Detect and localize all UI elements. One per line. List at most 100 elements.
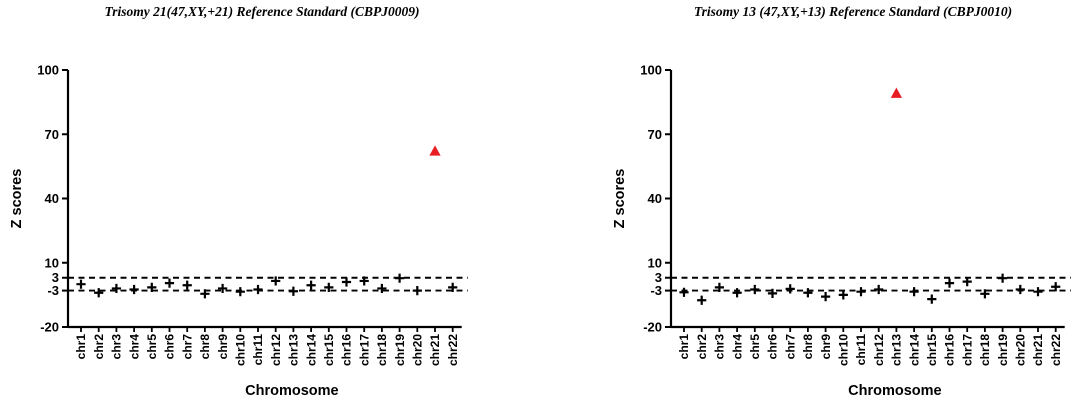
data-point-chr8 bbox=[803, 288, 813, 298]
x-tick-label-chr13: chr13 bbox=[287, 334, 301, 366]
data-point-chr4 bbox=[732, 288, 742, 298]
data-point-chr10 bbox=[838, 290, 848, 300]
x-tick-label-chr16: chr16 bbox=[943, 334, 957, 366]
data-point-chr19 bbox=[998, 273, 1008, 283]
data-point-chr12 bbox=[271, 276, 281, 286]
data-point-chr22 bbox=[448, 282, 458, 292]
data-point-chr7 bbox=[785, 284, 795, 294]
x-tick-label-chr3: chr3 bbox=[713, 334, 727, 360]
y-tick-label: 3 bbox=[52, 270, 59, 285]
data-point-chr2 bbox=[697, 295, 707, 305]
data-point-chr9 bbox=[218, 283, 228, 294]
x-tick-label-chr13: chr13 bbox=[890, 334, 904, 366]
x-tick-label-chr14: chr14 bbox=[907, 334, 921, 366]
x-tick-label-chr2: chr2 bbox=[695, 334, 709, 360]
x-tick-label-chr4: chr4 bbox=[730, 334, 744, 360]
x-tick-label-chr11: chr11 bbox=[854, 334, 868, 366]
x-tick-label-chr14: chr14 bbox=[304, 334, 318, 366]
data-point-chr18 bbox=[980, 289, 990, 299]
zscore-plot-trisomy13: 100 70 40 103-3 -20 Z scores chr1 chr2 chr3 chr4 c… bbox=[612, 63, 1071, 399]
x-tick-label-chr21: chr21 bbox=[428, 334, 442, 366]
x-tick-label-chr18: chr18 bbox=[375, 334, 389, 366]
x-tick-label-chr5: chr5 bbox=[748, 334, 762, 360]
data-point-chr15 bbox=[324, 282, 334, 292]
x-tick-label-chr1: chr1 bbox=[74, 334, 88, 360]
data-point-chr19 bbox=[395, 273, 405, 283]
x-tick-label-chr20: chr20 bbox=[1014, 334, 1028, 366]
y-tick-label: 70 bbox=[648, 127, 662, 142]
x-tick-label-chr19: chr19 bbox=[393, 334, 407, 366]
data-point-chr14 bbox=[306, 280, 316, 290]
data-point-chr11 bbox=[856, 287, 866, 297]
data-point-chr17 bbox=[359, 276, 369, 286]
x-tick-label-chr10: chr10 bbox=[837, 334, 851, 366]
data-point-chr3 bbox=[714, 282, 724, 292]
data-point-chr14 bbox=[909, 287, 919, 297]
y-tick-label: 40 bbox=[648, 191, 662, 206]
x-axis-title: Chromosome bbox=[848, 383, 941, 399]
y-tick-label: -20 bbox=[40, 320, 59, 335]
x-tick-label-chr8: chr8 bbox=[801, 334, 815, 360]
data-point-chr9 bbox=[821, 291, 831, 302]
x-tick-label-chr17: chr17 bbox=[357, 334, 371, 366]
x-tick-label-chr6: chr6 bbox=[766, 334, 780, 360]
x-tick-label-chr3: chr3 bbox=[110, 334, 124, 360]
data-point-chr4 bbox=[129, 284, 139, 295]
y-tick-label: -3 bbox=[47, 283, 59, 298]
data-point-chr2 bbox=[94, 288, 104, 298]
data-point-chr6 bbox=[164, 278, 175, 288]
x-tick-label-chr8: chr8 bbox=[198, 334, 212, 360]
x-tick-label-chr4: chr4 bbox=[127, 334, 141, 360]
data-point-chr5 bbox=[147, 282, 157, 292]
x-tick-label-chr10: chr10 bbox=[234, 334, 248, 366]
data-point-chr13 bbox=[288, 286, 298, 296]
data-point-chr16 bbox=[944, 278, 955, 288]
x-tick-label-chr21: chr21 bbox=[1031, 334, 1045, 366]
data-point-chr12 bbox=[874, 284, 884, 295]
y-tick-label: -20 bbox=[643, 320, 662, 335]
x-tick-label-chr16: chr16 bbox=[340, 334, 354, 366]
x-tick-label-chr12: chr12 bbox=[269, 334, 283, 366]
data-point-chr16 bbox=[341, 277, 352, 287]
x-tick-label-chr9: chr9 bbox=[819, 334, 833, 360]
x-tick-label-chr1: chr1 bbox=[677, 334, 691, 360]
data-point-chr22 bbox=[1051, 282, 1061, 292]
zscore-plot-trisomy21: 100 70 40 103-3 -20 Z scores chr1 chr2 chr3 chr4 c… bbox=[9, 63, 468, 399]
x-tick-label-chr22: chr22 bbox=[446, 334, 460, 366]
data-point-chr17 bbox=[962, 276, 972, 287]
x-tick-label-chr7: chr7 bbox=[180, 334, 194, 360]
data-point-chr11 bbox=[253, 284, 263, 295]
x-tick-label-chr20: chr20 bbox=[411, 334, 425, 366]
chart-panel-trisomy21: Trisomy 21(47,XY,+21) Reference Standard… bbox=[9, 4, 468, 399]
data-point-chr21 bbox=[1033, 287, 1043, 297]
trisomy-marker-chr21 bbox=[429, 145, 441, 156]
x-tick-label-chr15: chr15 bbox=[322, 334, 336, 366]
x-tick-label-chr11: chr11 bbox=[251, 334, 265, 366]
y-tick-label: 100 bbox=[640, 63, 662, 78]
y-tick-label: 10 bbox=[648, 255, 662, 270]
x-tick-label-chr22: chr22 bbox=[1049, 334, 1063, 366]
y-tick-label: 3 bbox=[655, 270, 662, 285]
y-tick-label: 100 bbox=[37, 63, 59, 78]
chart-panel-trisomy13: Trisomy 13 (47,XY,+13) Reference Standar… bbox=[540, 0, 1080, 411]
y-tick-label: 40 bbox=[45, 191, 59, 206]
x-tick-label-chr15: chr15 bbox=[925, 334, 939, 366]
data-point-chr18 bbox=[377, 283, 387, 294]
y-tick-label: -3 bbox=[650, 283, 662, 298]
data-point-chr3 bbox=[111, 283, 121, 294]
data-point-chr20 bbox=[412, 285, 422, 296]
data-point-chr10 bbox=[235, 287, 245, 297]
x-axis-title: Chromosome bbox=[245, 383, 338, 399]
y-tick-label: 70 bbox=[45, 127, 59, 142]
data-point-chr15 bbox=[927, 294, 937, 304]
x-tick-label-chr17: chr17 bbox=[960, 334, 974, 366]
chart-title-trisomy21: Trisomy 21(47,XY,+21) Reference Standard… bbox=[104, 4, 420, 19]
x-tick-label-chr12: chr12 bbox=[872, 334, 886, 366]
y-tick-label: 10 bbox=[45, 255, 59, 270]
x-tick-label-chr7: chr7 bbox=[783, 334, 797, 360]
data-point-chr8 bbox=[200, 289, 210, 299]
y-axis-title: Z scores bbox=[9, 169, 25, 229]
data-point-chr1 bbox=[76, 279, 86, 289]
data-point-chr7 bbox=[182, 280, 192, 290]
